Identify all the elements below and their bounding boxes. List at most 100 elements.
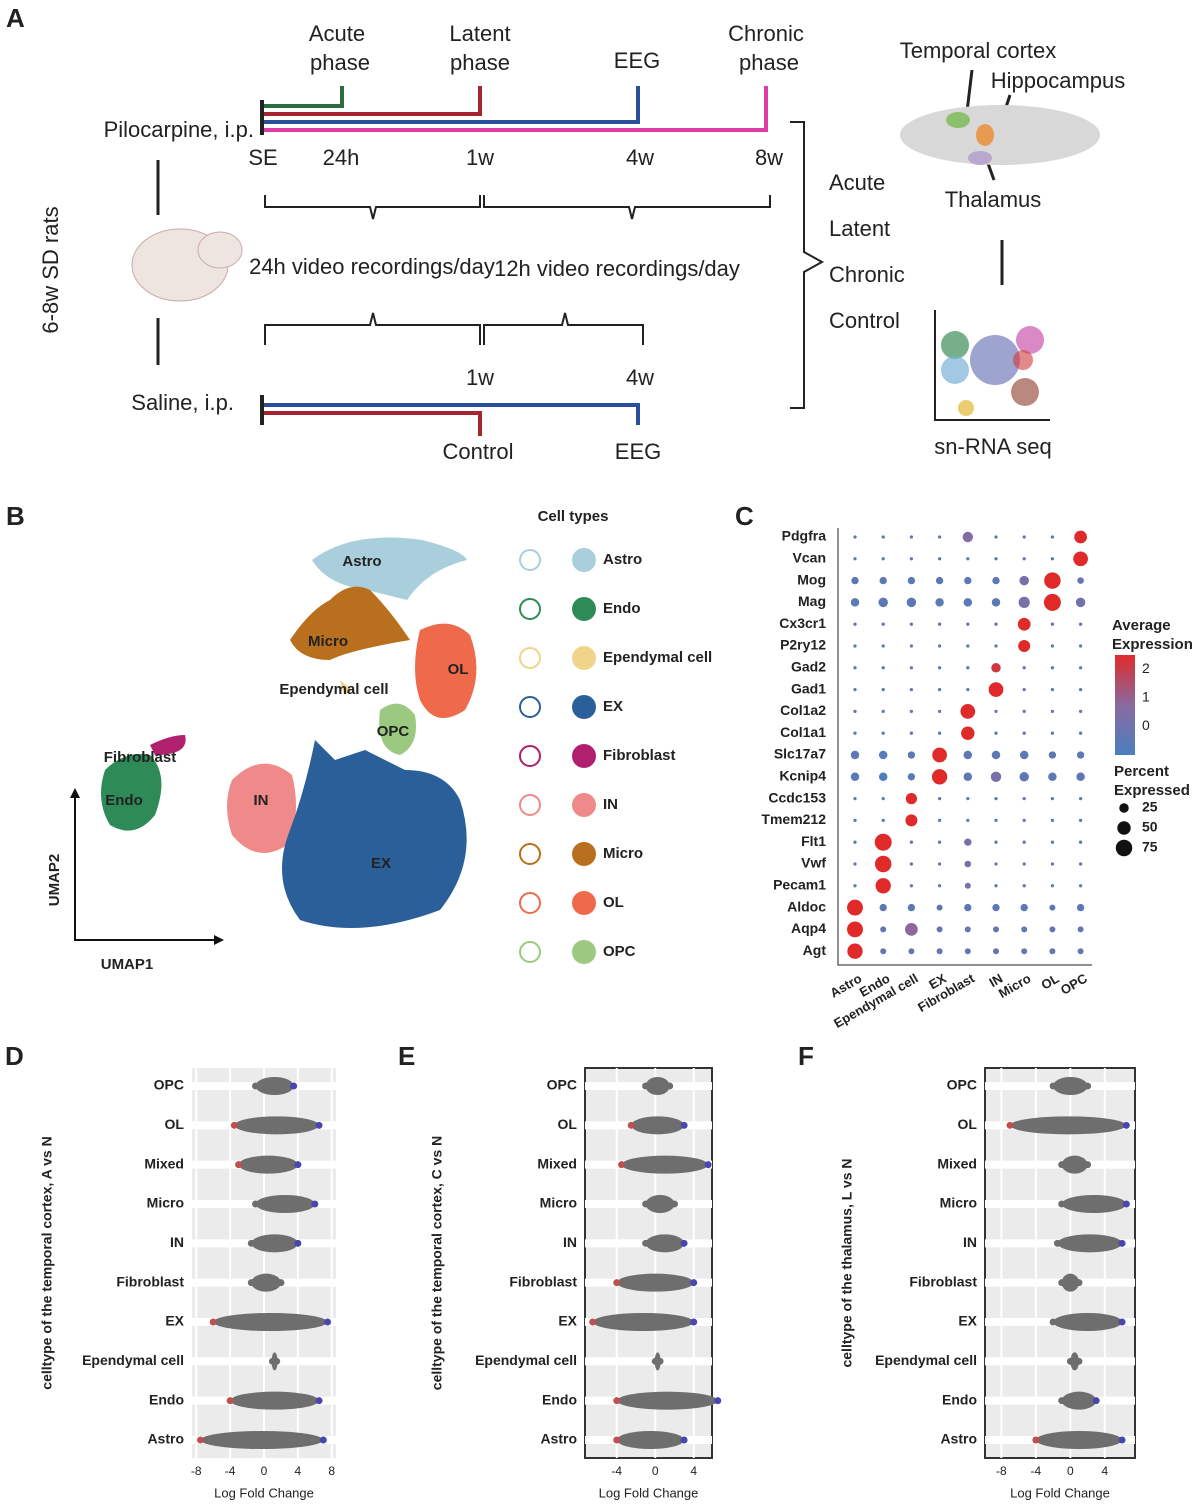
legend-label: OPC (603, 943, 636, 960)
swarm-min (209, 1318, 217, 1326)
size-key (1115, 839, 1133, 857)
dot (994, 731, 998, 735)
dot (850, 750, 860, 760)
dot (991, 663, 1001, 673)
category-label: Ependymal cell (475, 1352, 577, 1368)
dot (853, 840, 857, 844)
dot (1078, 884, 1083, 888)
dot (1022, 687, 1026, 692)
gene-label: P2ry12 (780, 637, 826, 653)
dot (1077, 577, 1084, 584)
dot (1022, 796, 1026, 801)
category-label: Astro (147, 1431, 184, 1447)
dot (994, 840, 998, 844)
dot (881, 796, 885, 801)
dot (937, 557, 942, 561)
legend-icon (519, 794, 541, 816)
dot (875, 878, 891, 894)
colorbar-tick: 1 (1142, 689, 1150, 705)
swarm (616, 1273, 694, 1292)
dot (964, 838, 972, 846)
time: 4w (626, 145, 654, 170)
x-axis-label: Log Fold Change (1010, 1485, 1110, 1500)
cluster-label: Astro (342, 553, 381, 570)
dot (1017, 617, 1031, 631)
dot (909, 687, 914, 692)
size-key (1119, 803, 1129, 813)
phase-label: Chronic (728, 21, 804, 46)
dot (878, 772, 888, 782)
dot (1077, 926, 1084, 933)
swarm (1010, 1116, 1127, 1135)
swarm-min (613, 1436, 621, 1444)
category-label: Astro (540, 1431, 577, 1447)
legend-label: Endo (603, 600, 641, 617)
swarm-max (680, 1239, 688, 1247)
swarm-max (680, 1121, 688, 1129)
gene-label: Col1a1 (780, 724, 826, 740)
swarm (631, 1116, 685, 1135)
swarm-min (1032, 1436, 1040, 1444)
swarm-min (196, 1436, 204, 1444)
swarm-max (680, 1436, 688, 1444)
dot (994, 884, 998, 888)
dot (994, 818, 998, 823)
dot (881, 535, 885, 539)
dot (936, 926, 943, 933)
swarm (230, 1391, 320, 1410)
legend-label: IN (603, 796, 618, 813)
endpoint: EEG (615, 439, 661, 464)
dot (937, 709, 942, 714)
dot (964, 903, 972, 912)
dot (937, 535, 942, 539)
dot (1078, 687, 1083, 692)
cluster-label: Micro (308, 633, 348, 650)
dot (850, 772, 860, 782)
swarm (1070, 1352, 1079, 1371)
x-tick-label: 8 (328, 1464, 335, 1478)
dot (966, 687, 970, 692)
dot (1078, 818, 1083, 823)
dot (937, 884, 942, 888)
dot (1077, 948, 1084, 955)
dot (881, 666, 885, 670)
swarm (592, 1313, 694, 1331)
legend-title: Cell types (538, 508, 609, 525)
dot (937, 666, 942, 670)
recording: 24h video recordings/day (249, 254, 495, 279)
dot (1049, 926, 1056, 933)
category-label: Fibroblast (509, 1273, 577, 1289)
dot (1076, 751, 1085, 759)
dot (878, 750, 888, 760)
dot (1050, 796, 1055, 801)
time: 4w (626, 365, 654, 390)
dot (1019, 772, 1029, 782)
legend-icon (519, 941, 541, 963)
time: 1w (466, 365, 494, 390)
dot (1076, 903, 1085, 912)
x-tick-label: -8 (191, 1464, 202, 1478)
swarm (213, 1313, 328, 1331)
swarm-max (315, 1121, 323, 1129)
dot (1043, 593, 1061, 611)
dot (853, 687, 857, 692)
category-label: Micro (540, 1195, 577, 1211)
time: 24h (323, 145, 360, 170)
axis-label: UMAP2 (46, 854, 63, 907)
dot (1022, 535, 1026, 539)
time: 8w (755, 145, 783, 170)
gene-label: Pdgfra (782, 528, 827, 544)
legend-swatch (572, 842, 596, 866)
dot (1022, 840, 1026, 844)
dot (1074, 530, 1087, 544)
dot (1050, 535, 1055, 539)
dot (905, 923, 918, 936)
category-label: EX (958, 1313, 977, 1329)
phase-label: phase (310, 50, 370, 75)
treatment: Pilocarpine, i.p. (104, 117, 254, 142)
dot (881, 687, 885, 692)
category-label: Micro (940, 1195, 977, 1211)
swarm (616, 1391, 718, 1410)
phase-label: Latent (449, 21, 510, 46)
swarm-max (656, 1357, 664, 1365)
